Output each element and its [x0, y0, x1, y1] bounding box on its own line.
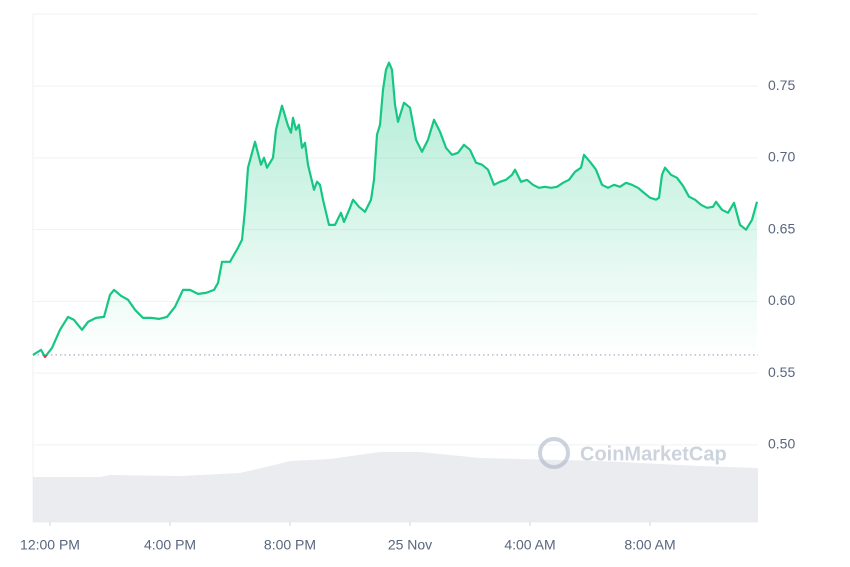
- y-tick-label: 0.55: [768, 364, 795, 380]
- watermark: CoinMarketCap: [538, 437, 727, 469]
- x-tick-label: 4:00 PM: [144, 537, 196, 553]
- x-tick-label: 12:00 PM: [20, 537, 80, 553]
- volume-area: [33, 452, 758, 522]
- y-tick-label: 0.50: [768, 436, 795, 452]
- plot-area: 0.50 0.55 0.60 0.65 0.70 0.75 12:00 PM 4:00 PM 8…: [20, 61, 795, 553]
- price-line: [32, 61, 759, 358]
- y-tick-label: 0.70: [768, 149, 795, 165]
- watermark-logo: [538, 437, 570, 469]
- price-area: [33, 62, 757, 357]
- x-tick-label: 4:00 AM: [504, 537, 555, 553]
- y-tick-label: 0.60: [768, 292, 795, 308]
- y-tick-label: 0.75: [768, 77, 795, 93]
- x-tick-label: 25 Nov: [388, 537, 432, 553]
- y-tick-label: 0.65: [768, 220, 795, 236]
- watermark-text: CoinMarketCap: [580, 443, 727, 465]
- x-tick-label: 8:00 AM: [624, 537, 675, 553]
- x-tick-label: 8:00 PM: [264, 537, 316, 553]
